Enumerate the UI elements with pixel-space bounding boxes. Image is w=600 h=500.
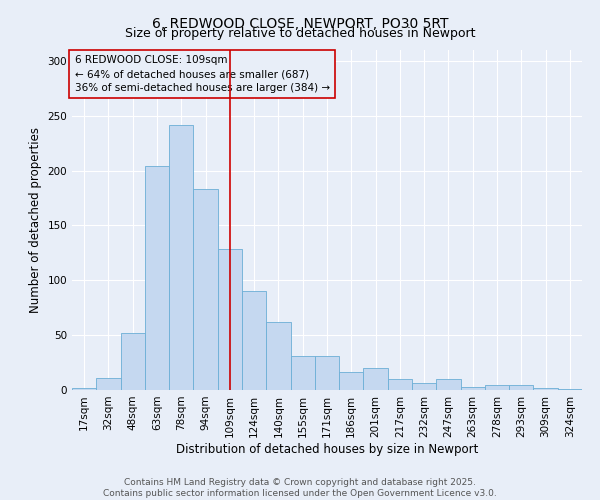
Bar — [315, 356, 339, 390]
Bar — [96, 378, 121, 390]
Text: 6 REDWOOD CLOSE: 109sqm
← 64% of detached houses are smaller (687)
36% of semi-d: 6 REDWOOD CLOSE: 109sqm ← 64% of detache… — [74, 55, 329, 93]
Bar — [339, 372, 364, 390]
Bar — [242, 292, 266, 390]
Bar — [169, 124, 193, 390]
Bar — [485, 384, 509, 390]
Bar — [461, 386, 485, 390]
Bar — [558, 389, 582, 390]
Bar — [290, 356, 315, 390]
Bar — [193, 190, 218, 390]
Bar — [509, 384, 533, 390]
Bar — [436, 379, 461, 390]
Bar — [388, 379, 412, 390]
Bar — [412, 384, 436, 390]
Y-axis label: Number of detached properties: Number of detached properties — [29, 127, 42, 313]
Bar — [266, 322, 290, 390]
Bar — [218, 248, 242, 390]
Bar — [364, 368, 388, 390]
X-axis label: Distribution of detached houses by size in Newport: Distribution of detached houses by size … — [176, 442, 478, 456]
Bar — [121, 333, 145, 390]
Bar — [72, 388, 96, 390]
Bar — [533, 388, 558, 390]
Text: Size of property relative to detached houses in Newport: Size of property relative to detached ho… — [125, 28, 475, 40]
Text: Contains HM Land Registry data © Crown copyright and database right 2025.
Contai: Contains HM Land Registry data © Crown c… — [103, 478, 497, 498]
Bar — [145, 166, 169, 390]
Text: 6, REDWOOD CLOSE, NEWPORT, PO30 5RT: 6, REDWOOD CLOSE, NEWPORT, PO30 5RT — [152, 18, 448, 32]
